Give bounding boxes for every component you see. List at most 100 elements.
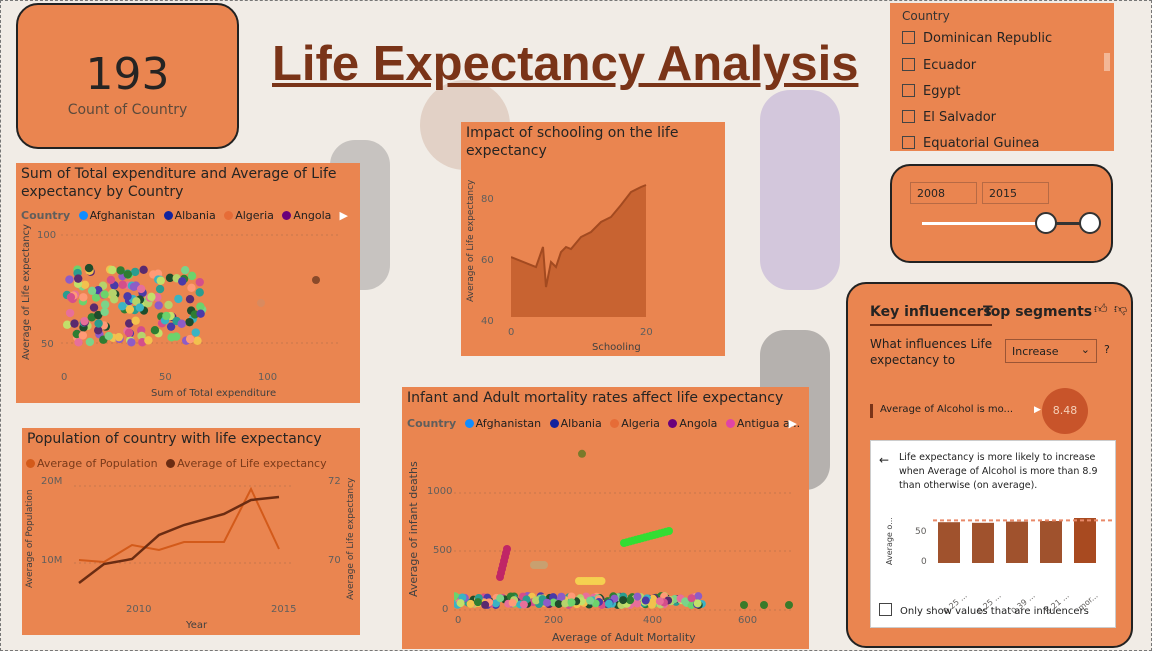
- year-range-slicer[interactable]: 2008 2015: [890, 164, 1113, 263]
- scatter-plot-area[interactable]: [61, 233, 341, 358]
- scatter-point: [108, 288, 117, 298]
- kpi-card[interactable]: 193 Count of Country: [16, 3, 239, 149]
- help-icon[interactable]: ?: [1104, 343, 1110, 356]
- checkbox-icon[interactable]: [902, 136, 915, 149]
- scatter-point: [531, 596, 540, 605]
- scatter-point: [118, 302, 127, 311]
- x-axis-title: Average of Adult Mortality: [552, 631, 696, 644]
- y-axis-title: Average o...: [885, 517, 894, 565]
- population-line-visual[interactable]: Population of country with life expectan…: [22, 428, 360, 635]
- legend-marker: [282, 211, 292, 220]
- scatter-point: [196, 309, 205, 318]
- scatter-point: [473, 598, 482, 607]
- checkbox-icon[interactable]: [902, 31, 915, 44]
- scatter-point: [129, 282, 139, 291]
- tab-key-influencers[interactable]: Key influencers: [870, 304, 992, 326]
- y-tick: 0: [442, 604, 449, 615]
- influencer-bar: [1074, 518, 1096, 563]
- scatter-point: [136, 284, 146, 294]
- key-influencers-visual[interactable]: Key influencers Top segments 👍︎ 👎︎ What …: [846, 282, 1133, 648]
- slicer-item[interactable]: Equatorial Guinea: [902, 136, 1040, 150]
- line-plot[interactable]: [74, 483, 294, 598]
- influencer-bar: [972, 522, 994, 563]
- slicer-scrollbar[interactable]: [1104, 53, 1110, 71]
- scatter-point: [257, 299, 265, 307]
- x-tick: 0: [61, 372, 68, 383]
- influence-bubble[interactable]: 8.48: [1042, 388, 1088, 434]
- y-tick: 60: [481, 255, 494, 266]
- area-plot[interactable]: [511, 177, 651, 322]
- scatter-point: [73, 274, 83, 283]
- scatter-point: [87, 286, 97, 296]
- scatter-point: [137, 331, 146, 341]
- country-slicer[interactable]: Country Dominican Republic Ecuador Egypt…: [890, 3, 1114, 151]
- y-axis-title: Average of Population: [25, 489, 35, 588]
- legend-marker: [668, 419, 678, 428]
- scatter-point: [185, 294, 195, 304]
- y-tick: 100: [37, 230, 57, 241]
- scatter-point: [578, 449, 586, 458]
- x-tick: 600: [738, 615, 758, 626]
- scatter-point: [100, 307, 109, 317]
- scatter-point: [185, 317, 194, 327]
- scatter-point: [694, 592, 703, 601]
- scatter-point: [87, 313, 96, 322]
- scatter-point: [70, 319, 79, 328]
- scatter-point: [79, 293, 88, 302]
- scatter-point: [693, 599, 702, 608]
- thumbs-up-icon[interactable]: 👍︎: [1094, 302, 1108, 317]
- x-axis-title: Sum of Total expenditure: [151, 388, 277, 399]
- checkbox-icon[interactable]: [902, 58, 915, 71]
- slider-range-fill: [1046, 222, 1090, 225]
- mortality-scatter-visual[interactable]: Infant and Adult mortality rates affect …: [402, 387, 809, 649]
- scatter-point: [519, 600, 528, 609]
- slicer-item[interactable]: Dominican Republic: [902, 31, 1052, 46]
- checkbox-icon[interactable]: [902, 110, 915, 123]
- scatter-point: [131, 316, 140, 325]
- scatter-point: [508, 598, 517, 607]
- slicer-item[interactable]: Egypt: [902, 84, 961, 99]
- legend-marker: [166, 459, 176, 468]
- scatter-point: [641, 596, 650, 605]
- scatter-point: [65, 308, 75, 318]
- y2-axis-title: Average of Life expectancy: [346, 477, 356, 600]
- slicer-item[interactable]: Ecuador: [902, 58, 976, 73]
- scatter-point: [94, 319, 103, 328]
- legend-marker: [464, 419, 474, 428]
- y-axis-title: Average of infant deaths: [407, 461, 420, 597]
- legend: Average of Population Average of Life ex…: [26, 457, 327, 470]
- scatter-point: [554, 599, 563, 608]
- influencer-bar-chart[interactable]: [933, 511, 1113, 571]
- scatter-plot-area[interactable]: [454, 447, 794, 612]
- influencers-only-toggle[interactable]: Only show values that are influencers: [879, 603, 1089, 617]
- slider-start-handle[interactable]: [1035, 212, 1058, 234]
- checkbox-icon[interactable]: [879, 603, 892, 616]
- legend-marker: [163, 211, 173, 220]
- chevron-right-icon[interactable]: ▶: [788, 417, 797, 430]
- scatter-point: [164, 300, 173, 310]
- slicer-item[interactable]: El Salvador: [902, 110, 996, 125]
- influencer-item[interactable]: Average of Alcohol is mo...: [880, 404, 1014, 415]
- chevron-right-icon[interactable]: ▶: [339, 209, 348, 222]
- scatter-point: [567, 598, 576, 607]
- x-tick: 50: [159, 372, 172, 383]
- scatter-expenditure-visual[interactable]: Sum of Total expenditure and Average of …: [16, 163, 360, 403]
- year-end-input[interactable]: 2015: [982, 182, 1049, 204]
- scatter-point: [633, 599, 642, 608]
- scatter-point: [144, 336, 153, 345]
- legend: Country Afghanistan Albania Algeria Ango…: [21, 209, 332, 222]
- checkbox-icon[interactable]: [902, 84, 915, 97]
- year-start-input[interactable]: 2008: [910, 182, 977, 204]
- legend-marker: [224, 211, 234, 220]
- slider-end-handle[interactable]: [1079, 212, 1101, 234]
- tab-top-segments[interactable]: Top segments: [983, 304, 1093, 320]
- scatter-point: [626, 596, 635, 605]
- increase-dropdown[interactable]: Increase ⌄: [1005, 339, 1097, 363]
- schooling-area-visual[interactable]: Impact of schooling on the life expectan…: [461, 122, 725, 356]
- back-arrow-icon[interactable]: ←: [879, 453, 890, 467]
- scatter-point: [177, 319, 186, 328]
- scatter-point: [466, 599, 475, 608]
- scatter-point: [84, 263, 94, 273]
- thumbs-down-icon[interactable]: 👎︎: [1114, 302, 1128, 317]
- slicer-header: Country: [902, 9, 950, 23]
